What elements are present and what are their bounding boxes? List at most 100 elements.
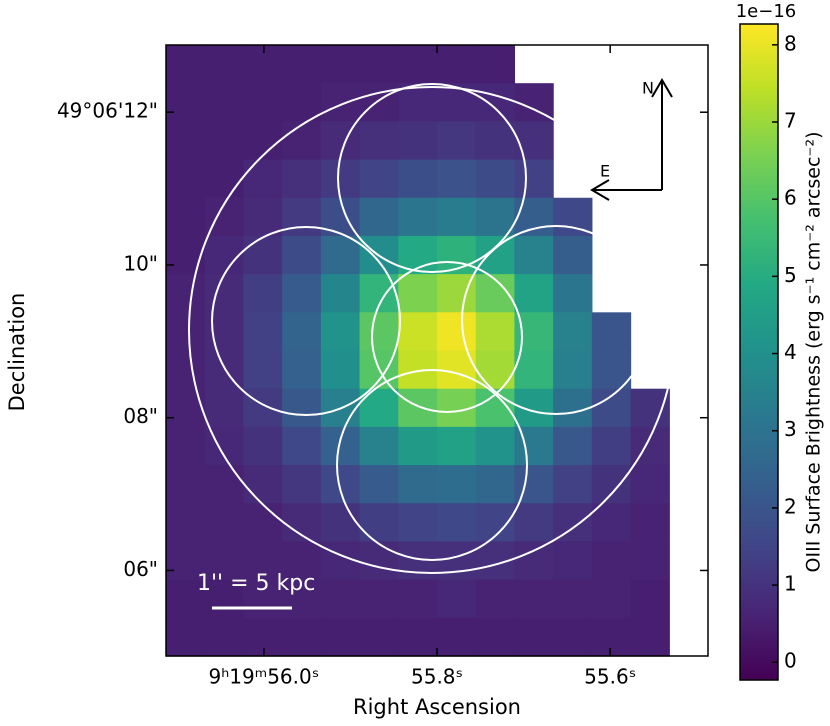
pixel xyxy=(398,274,438,313)
pixel xyxy=(359,83,399,122)
pixel xyxy=(204,350,245,390)
pixel xyxy=(437,541,477,581)
pixel xyxy=(359,388,399,428)
pixel xyxy=(359,579,399,619)
pixel xyxy=(398,312,438,352)
pixel xyxy=(437,617,477,657)
pixel xyxy=(204,45,245,84)
pixel xyxy=(359,617,399,657)
x-tick-label: 9ʰ19ᵐ56.0ˢ xyxy=(208,665,319,689)
pixel xyxy=(282,617,322,657)
pixel xyxy=(166,45,206,84)
north-arrow xyxy=(651,78,673,190)
pixel xyxy=(243,579,283,619)
pixel xyxy=(282,465,322,504)
pixel xyxy=(166,83,206,122)
pixel xyxy=(398,503,438,543)
pixel xyxy=(359,465,399,504)
pixel xyxy=(398,388,438,428)
y-axis-label: Declination xyxy=(5,293,29,412)
pixel xyxy=(475,83,516,122)
pixel xyxy=(320,350,361,390)
pixel xyxy=(553,312,593,352)
aperture xyxy=(371,261,523,413)
pixel xyxy=(398,83,438,122)
pixel xyxy=(243,465,283,504)
pixel xyxy=(282,197,322,237)
pixel xyxy=(359,426,399,466)
pixel xyxy=(553,617,593,657)
pixel xyxy=(398,159,438,199)
pixel xyxy=(282,350,322,390)
aperture xyxy=(337,83,527,273)
pixel xyxy=(514,579,554,619)
pixel xyxy=(514,159,554,199)
pixel xyxy=(166,617,206,657)
pixel xyxy=(630,388,670,428)
pixel xyxy=(204,617,245,657)
pixel xyxy=(514,617,554,657)
pixel xyxy=(166,197,206,237)
pixel xyxy=(166,121,206,161)
pixel xyxy=(204,388,245,428)
pixel xyxy=(166,312,206,352)
pixel xyxy=(437,465,477,504)
pixel xyxy=(398,579,438,619)
image xyxy=(166,45,670,657)
pixel xyxy=(553,579,593,619)
compass xyxy=(590,78,673,201)
pixel xyxy=(282,426,322,466)
pixel xyxy=(630,465,670,504)
pixel xyxy=(166,350,206,390)
pixel xyxy=(630,503,670,543)
pixel xyxy=(243,426,283,466)
pixel xyxy=(204,312,245,352)
colorbar-offset: 1e−16 xyxy=(736,1,797,22)
pixel xyxy=(359,541,399,581)
pixel xyxy=(475,617,516,657)
pixel xyxy=(591,312,632,352)
pixel xyxy=(591,426,632,466)
pixel xyxy=(398,426,438,466)
pixel xyxy=(475,45,516,84)
aperture xyxy=(461,225,651,415)
pixel xyxy=(514,541,554,581)
pixel xyxy=(514,503,554,543)
pixel xyxy=(553,235,593,275)
pixel xyxy=(437,426,477,466)
colorbar-tick-label: 6 xyxy=(784,186,797,210)
pixel xyxy=(514,235,554,275)
pixel xyxy=(204,579,245,619)
apertures xyxy=(188,83,676,574)
pixel xyxy=(243,121,283,161)
pixel xyxy=(243,159,283,199)
colorbar-tick-label: 0 xyxy=(784,649,797,673)
pixel xyxy=(398,465,438,504)
pixel xyxy=(475,579,516,619)
pixel xyxy=(243,312,283,352)
pixel xyxy=(630,541,670,581)
pixel xyxy=(320,83,361,122)
pixel xyxy=(320,465,361,504)
pixel xyxy=(437,579,477,619)
pixel xyxy=(398,617,438,657)
pixel xyxy=(243,541,283,581)
pixel xyxy=(243,274,283,313)
pixel xyxy=(475,121,516,161)
pixel xyxy=(204,541,245,581)
pixel xyxy=(475,235,516,275)
colorbar-tick-label: 1 xyxy=(784,572,797,596)
pixel xyxy=(320,235,361,275)
pixel xyxy=(282,121,322,161)
pixel xyxy=(282,541,322,581)
pixel xyxy=(437,45,477,84)
colorbar-tick-label: 7 xyxy=(784,109,797,133)
pixel xyxy=(166,426,206,466)
pixel xyxy=(359,312,399,352)
outer-aperture xyxy=(188,86,676,574)
pixel xyxy=(398,45,438,84)
pixel xyxy=(475,159,516,199)
colorbar-tick-label: 5 xyxy=(784,263,797,287)
pixel xyxy=(437,312,477,352)
pixel xyxy=(282,235,322,275)
